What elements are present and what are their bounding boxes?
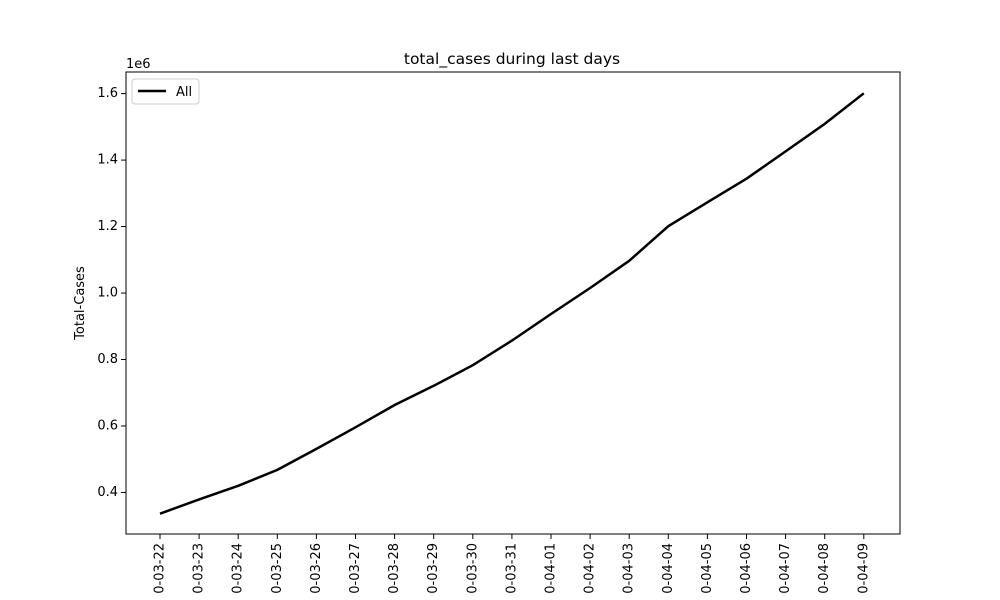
series-line-all (159, 92, 865, 515)
x-tick-label: 0-03-26 (309, 543, 324, 594)
x-tick-label: 0-03-28 (387, 543, 402, 594)
x-tick-label: 0-04-07 (778, 543, 793, 594)
y-offset-label: 1e6 (126, 57, 151, 72)
x-tick-label: 0-04-01 (544, 543, 559, 594)
plot-frame (125, 71, 901, 535)
x-tick-label: 0-04-03 (622, 543, 637, 594)
x-tick-label: 0-04-06 (739, 543, 754, 594)
y-tick-label: 1.0 (97, 286, 118, 301)
y-tick-label: 1.6 (97, 86, 118, 101)
x-tick-label: 0-03-27 (348, 543, 363, 594)
y-axis-label: Total-Cases (73, 266, 88, 341)
ticks-layer: 0-03-22 0-03-23 0-03-24 0-03-25 0-03-26 0-03-… (97, 86, 871, 594)
x-tick-label: 0-04-08 (817, 543, 832, 594)
x-tick-label: 0-03-30 (465, 543, 480, 594)
chart-title: total_cases during last days (404, 50, 620, 69)
y-tick-label: 0.8 (97, 352, 118, 367)
y-tick-label: 0.6 (97, 418, 118, 433)
legend-label-all: All (176, 85, 192, 100)
x-tick-label: 0-03-29 (426, 543, 441, 594)
x-tick-label: 0-04-02 (583, 543, 598, 594)
x-tick-label: 0-04-04 (661, 543, 676, 594)
legend: All (131, 78, 200, 105)
y-tick-label: 0.4 (97, 485, 118, 500)
y-tick-label: 1.2 (97, 219, 118, 234)
y-tick-label: 1.4 (97, 153, 118, 168)
x-tick-label: 0-04-09 (856, 543, 871, 594)
x-tick-label: 0-03-24 (231, 543, 246, 594)
x-tick-label: 0-03-23 (192, 543, 207, 594)
x-tick-label: 0-03-25 (270, 543, 285, 594)
series-layer (159, 92, 865, 515)
x-tick-label: 0-04-05 (700, 543, 715, 594)
x-tick-label: 0-03-22 (153, 543, 168, 594)
x-tick-label: 0-03-31 (504, 543, 519, 594)
